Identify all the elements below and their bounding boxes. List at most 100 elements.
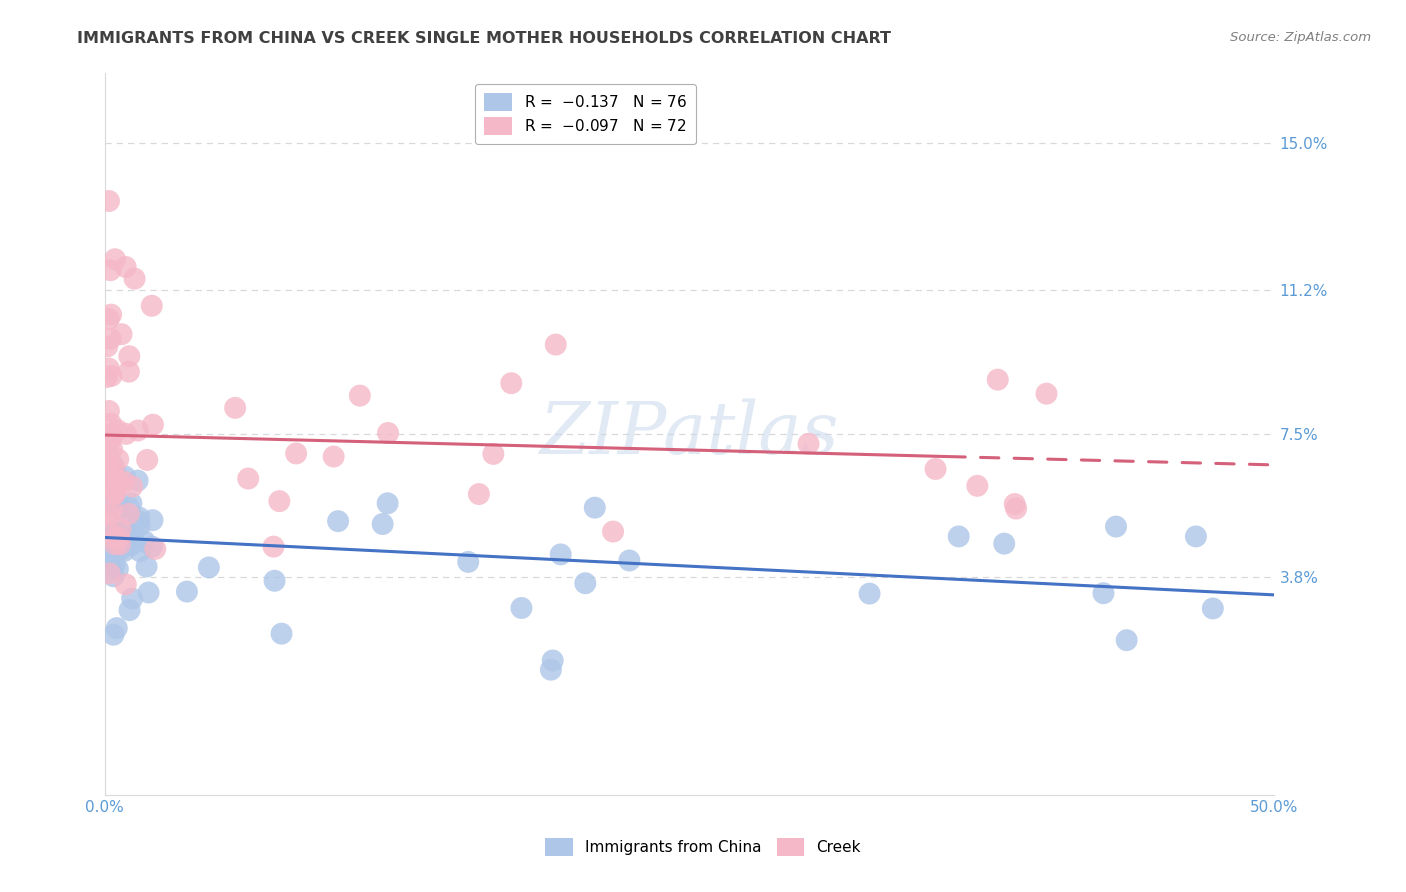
Point xyxy=(103,529,125,543)
Point xyxy=(263,540,285,554)
Point xyxy=(1185,529,1208,543)
Point xyxy=(94,474,117,488)
Point xyxy=(100,429,122,443)
Point xyxy=(118,507,141,521)
Point xyxy=(544,337,567,351)
Point xyxy=(118,365,141,379)
Point xyxy=(238,472,260,486)
Point xyxy=(94,555,117,569)
Point xyxy=(122,535,145,549)
Point xyxy=(114,577,136,591)
Legend: R =  $-$0.137   N = 76, R =  $-$0.097   N = 72: R = $-$0.137 N = 76, R = $-$0.097 N = 72 xyxy=(475,84,696,144)
Point xyxy=(110,522,132,536)
Point xyxy=(349,389,371,403)
Point xyxy=(118,603,141,617)
Point xyxy=(138,585,160,599)
Point xyxy=(141,513,163,527)
Point xyxy=(858,586,880,600)
Point xyxy=(1115,633,1137,648)
Point xyxy=(97,526,120,541)
Point xyxy=(96,339,118,353)
Point xyxy=(104,531,127,545)
Point xyxy=(482,447,505,461)
Point xyxy=(98,566,121,581)
Point xyxy=(948,529,970,543)
Point xyxy=(107,452,129,467)
Point xyxy=(510,601,533,615)
Point xyxy=(602,524,624,539)
Point xyxy=(96,455,118,469)
Point xyxy=(377,496,399,510)
Point xyxy=(103,558,125,572)
Point xyxy=(104,541,127,556)
Point xyxy=(101,494,124,508)
Point xyxy=(97,361,120,376)
Point xyxy=(108,543,131,558)
Point xyxy=(97,471,120,485)
Point xyxy=(108,537,131,551)
Point xyxy=(103,486,125,500)
Point xyxy=(104,537,127,551)
Point xyxy=(285,446,308,460)
Point xyxy=(103,483,125,497)
Legend: Immigrants from China, Creek: Immigrants from China, Creek xyxy=(538,832,868,862)
Point xyxy=(127,514,149,528)
Point xyxy=(100,332,122,346)
Point xyxy=(270,626,292,640)
Point xyxy=(1092,586,1115,600)
Point xyxy=(142,417,165,432)
Point xyxy=(107,473,129,487)
Point xyxy=(96,370,118,384)
Point xyxy=(371,516,394,531)
Point xyxy=(122,529,145,543)
Point xyxy=(104,252,127,267)
Point xyxy=(540,663,562,677)
Point xyxy=(129,544,152,558)
Point xyxy=(987,373,1010,387)
Point xyxy=(114,260,136,274)
Point xyxy=(797,436,820,450)
Point xyxy=(100,426,122,441)
Point xyxy=(135,559,157,574)
Point xyxy=(1202,601,1225,615)
Point xyxy=(98,491,121,505)
Point xyxy=(97,194,120,208)
Point xyxy=(263,574,285,588)
Point xyxy=(377,425,399,440)
Point xyxy=(141,299,163,313)
Point xyxy=(103,569,125,583)
Point xyxy=(198,560,221,574)
Point xyxy=(103,473,125,487)
Point xyxy=(457,555,479,569)
Point xyxy=(118,349,141,363)
Point xyxy=(269,494,291,508)
Point xyxy=(134,533,156,548)
Point xyxy=(120,496,142,510)
Point xyxy=(107,531,129,545)
Point xyxy=(143,541,166,556)
Point xyxy=(136,453,159,467)
Point xyxy=(97,312,120,326)
Point xyxy=(574,576,596,591)
Point xyxy=(121,479,143,493)
Point xyxy=(120,538,142,552)
Point xyxy=(501,376,523,391)
Point xyxy=(322,450,344,464)
Point xyxy=(108,531,131,545)
Point xyxy=(98,549,121,564)
Point xyxy=(550,548,572,562)
Point xyxy=(97,404,120,418)
Point xyxy=(120,531,142,545)
Point xyxy=(541,653,564,667)
Point xyxy=(98,263,121,277)
Point xyxy=(110,539,132,553)
Point xyxy=(993,536,1015,550)
Point xyxy=(128,510,150,524)
Point xyxy=(115,426,138,441)
Point xyxy=(107,502,129,516)
Point xyxy=(114,469,136,483)
Point xyxy=(97,524,120,538)
Point xyxy=(100,483,122,497)
Point xyxy=(619,553,641,567)
Point xyxy=(120,516,142,531)
